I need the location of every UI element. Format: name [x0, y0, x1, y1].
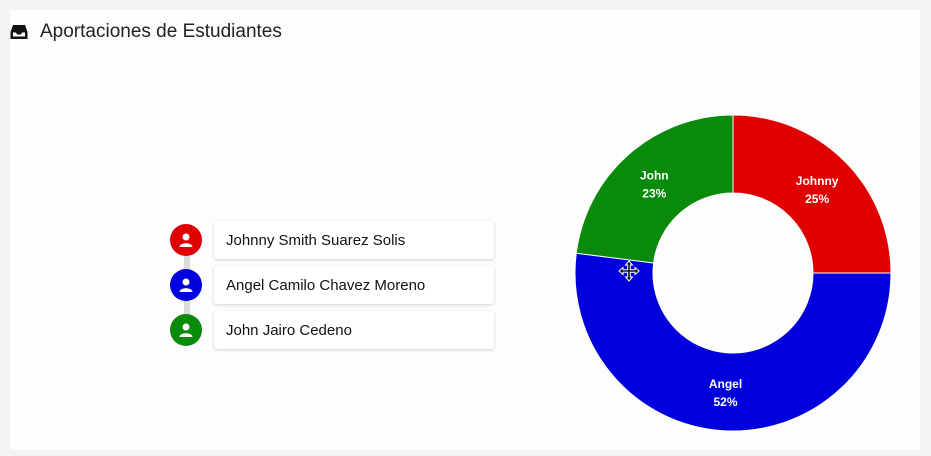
student-name: Johnny Smith Suarez Solis	[214, 221, 494, 259]
timeline-item: Johnny Smith Suarez Solis	[162, 220, 502, 260]
donut-chart[interactable]: Johnny 25% Angel 52% John 23%	[560, 100, 906, 446]
avatar	[170, 224, 202, 256]
slice-value-label: 52%	[714, 395, 738, 409]
timeline-item: Angel Camilo Chavez Moreno	[162, 265, 502, 305]
panel-header: Aportaciones de Estudiantes	[10, 18, 282, 46]
pie-slice-angel[interactable]	[574, 252, 892, 432]
slice-category-label: Johnny	[796, 174, 839, 188]
slice-value-label: 23%	[642, 187, 666, 201]
slice-category-label: John	[640, 169, 669, 183]
timeline-item: John Jairo Cedeno	[162, 310, 502, 350]
user-icon	[179, 233, 193, 247]
slice-category-label: Angel	[709, 377, 742, 391]
inbox-icon	[10, 25, 28, 39]
student-name: John Jairo Cedeno	[214, 311, 494, 349]
user-icon	[179, 323, 193, 337]
student-name: Angel Camilo Chavez Moreno	[214, 266, 494, 304]
move-cursor-icon	[618, 260, 640, 282]
pie-slice-john[interactable]	[575, 114, 734, 264]
pie-slice-johnny[interactable]	[732, 114, 892, 274]
slice-value-label: 25%	[805, 192, 829, 206]
panel-title: Aportaciones de Estudiantes	[40, 21, 282, 42]
student-timeline: Johnny Smith Suarez Solis Angel Camilo C…	[162, 214, 502, 364]
avatar	[170, 314, 202, 346]
user-icon	[179, 278, 193, 292]
avatar	[170, 269, 202, 301]
